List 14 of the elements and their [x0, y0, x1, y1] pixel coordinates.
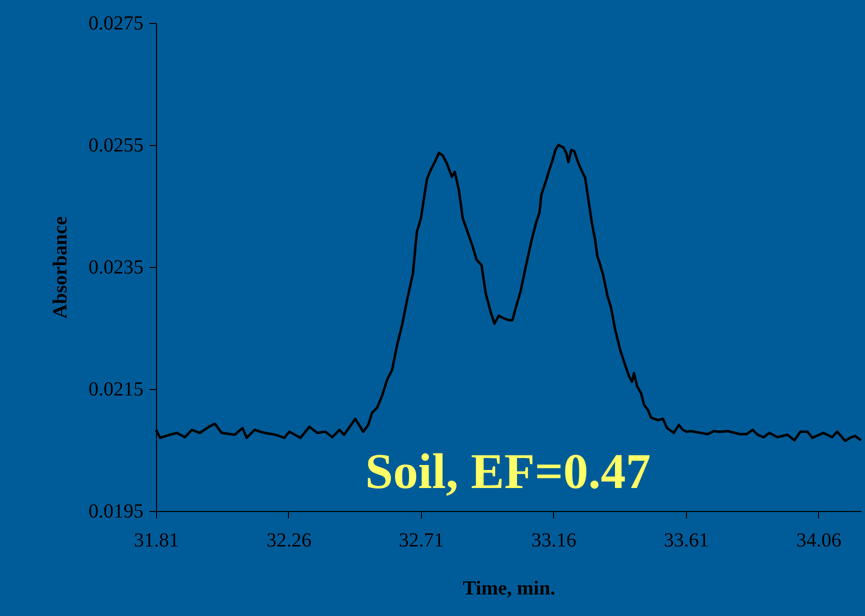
y-tick-label: 0.0195: [88, 500, 144, 522]
y-tick-label: 0.0235: [88, 256, 144, 278]
annotation: Soil, EF=0.47: [365, 443, 651, 499]
y-axis-title: Absorbance: [50, 216, 72, 319]
x-axis-title: Time, min.: [462, 578, 556, 600]
x-tick-label: 34.06: [796, 530, 842, 552]
y-tick-label: 0.0215: [88, 378, 144, 400]
x-tick-label: 31.81: [134, 530, 179, 552]
y-tick-label: 0.0255: [88, 134, 144, 156]
x-tick-label: 32.71: [398, 530, 444, 552]
x-tick-label: 33.61: [664, 530, 709, 552]
y-tick-label: 0.0275: [88, 12, 144, 34]
x-tick-label: 32.26: [266, 530, 312, 552]
x-tick-label: 33.16: [531, 530, 576, 552]
